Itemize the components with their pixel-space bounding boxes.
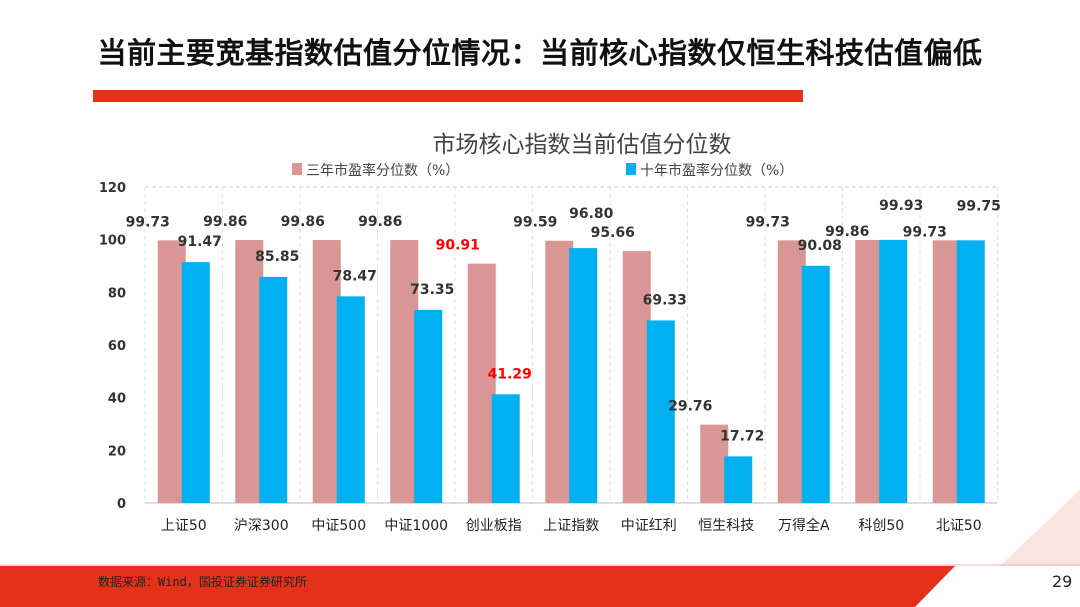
- y-tick-label: 100: [99, 234, 126, 249]
- data-label: 29.76: [668, 399, 712, 415]
- data-label: 99.86: [825, 224, 869, 240]
- x-tick-label: 万得全A: [778, 517, 830, 534]
- y-tick-label: 40: [108, 392, 126, 407]
- y-tick-label: 0: [117, 497, 126, 512]
- data-label: 96.80: [569, 206, 614, 222]
- data-label: 69.33: [643, 292, 687, 308]
- bar-3y: [235, 240, 264, 503]
- bar-3y: [545, 240, 574, 503]
- slide-title: 当前主要宽基指数估值分位情况：当前核心指数仅恒生科技估值偏低: [97, 36, 983, 70]
- data-label: 99.93: [879, 198, 923, 214]
- x-tick-label: 科创50: [858, 518, 904, 534]
- x-tick-label: 北证50: [936, 518, 982, 534]
- bar-10y: [724, 456, 753, 503]
- x-tick-label: 上证指数: [543, 518, 599, 534]
- data-label: 99.86: [203, 214, 247, 230]
- data-label: 99.73: [746, 214, 790, 230]
- bar-10y: [879, 239, 908, 503]
- data-label: 99.75: [957, 198, 1001, 214]
- bar-3y: [312, 240, 341, 503]
- x-tick-label: 上证50: [161, 518, 207, 534]
- data-label: 73.35: [410, 282, 454, 298]
- legend-label-3y: 三年市盈率分位数（%）: [306, 162, 459, 179]
- corner-decoration: [1000, 490, 1080, 566]
- x-tick-label: 中证红利: [621, 518, 677, 534]
- bar-10y: [336, 296, 365, 503]
- data-label: 78.47: [333, 268, 377, 284]
- bar-3y: [622, 251, 651, 503]
- legend-swatch-3y: [292, 163, 302, 175]
- data-label: 99.86: [281, 214, 325, 230]
- data-label: 91.47: [178, 234, 222, 250]
- legend-label-10y: 十年市盈率分位数（%）: [640, 162, 793, 179]
- data-label: 85.85: [255, 249, 299, 265]
- bar-3y: [157, 240, 186, 503]
- y-tick-label: 60: [108, 339, 126, 354]
- bar-10y: [181, 262, 210, 503]
- data-label: 41.29: [488, 366, 532, 382]
- bar-3y: [932, 240, 961, 503]
- data-label: 99.73: [903, 224, 947, 240]
- data-label: 17.72: [720, 428, 764, 444]
- bar-3y: [855, 240, 884, 503]
- y-tick-label: 80: [108, 286, 126, 301]
- bar-10y: [569, 248, 598, 503]
- page-number: 29: [1052, 572, 1073, 591]
- bar-10y: [956, 240, 985, 503]
- bar-10y: [646, 320, 675, 503]
- y-tick-label: 20: [108, 444, 126, 459]
- data-label: 90.08: [798, 238, 842, 254]
- bar-10y: [491, 394, 520, 503]
- footer-band: [0, 566, 955, 607]
- x-tick-label: 中证1000: [384, 518, 448, 534]
- title-underline: [93, 90, 803, 102]
- x-tick-label: 沪深300: [234, 518, 289, 534]
- bar-3y: [467, 263, 496, 503]
- bar-10y: [801, 265, 830, 503]
- y-tick-label: 120: [99, 181, 126, 196]
- bar-3y: [777, 240, 806, 503]
- x-tick-label: 创业板指: [466, 518, 522, 534]
- x-tick-label: 中证500: [311, 518, 366, 534]
- x-tick-label: 恒生科技: [698, 518, 754, 534]
- chart-title: 市场核心指数当前估值分位数: [433, 132, 732, 158]
- data-label: 99.86: [358, 214, 402, 230]
- bar-3y: [390, 240, 419, 503]
- data-label: 99.73: [126, 214, 170, 230]
- bar-10y: [414, 309, 443, 503]
- data-label: 90.91: [436, 238, 480, 254]
- data-label: 99.59: [513, 215, 557, 231]
- data-source: 数据来源：Wind，国投证券证券研究所: [98, 575, 307, 589]
- bar-3y: [700, 424, 729, 503]
- legend-swatch-10y: [626, 163, 636, 175]
- data-label: 95.66: [591, 225, 635, 241]
- bar-10y: [259, 276, 288, 503]
